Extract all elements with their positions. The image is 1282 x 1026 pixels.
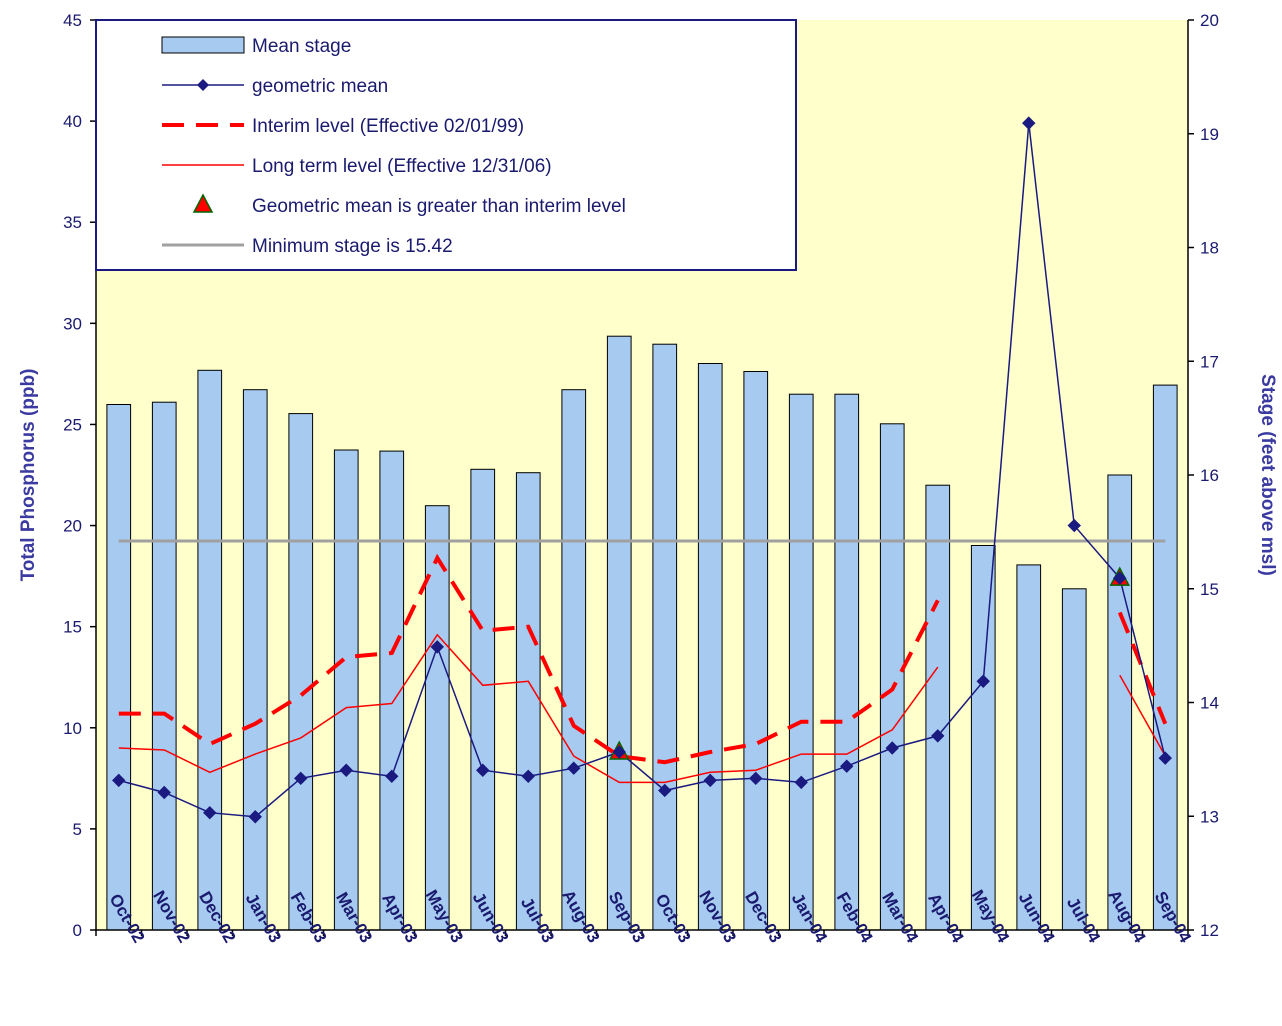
- bars-layer: [106, 335, 1178, 931]
- legend-label: Minimum stage is 15.42: [252, 236, 453, 257]
- y-right-tick-label: 19: [1200, 125, 1219, 144]
- y-left-tick-label: 10: [63, 719, 82, 738]
- lines-layer: [118, 123, 1168, 818]
- stage-bar: [925, 484, 951, 931]
- y-left-tick-label: 30: [63, 314, 82, 333]
- geometric-mean-point: [339, 763, 353, 777]
- geometric-mean-point: [931, 729, 945, 743]
- stage-bar: [151, 401, 177, 931]
- legend-diamond-icon: [197, 79, 209, 91]
- y-left-tick-label: 15: [63, 618, 82, 637]
- stage-bar: [788, 393, 814, 931]
- legend-triangle-icon: [192, 193, 214, 213]
- long-term-level-line: [118, 633, 939, 784]
- geometric-mean-point: [749, 771, 763, 786]
- stage-bar: [834, 393, 860, 931]
- stage-bar: [652, 343, 678, 931]
- stage-bar: [242, 389, 268, 931]
- stage-bar: [561, 389, 587, 931]
- y-left-tick-label: 45: [63, 11, 82, 30]
- stage-bar: [1107, 474, 1133, 931]
- geometric-mean-point: [1158, 751, 1172, 765]
- y-right-tick-label: 16: [1200, 466, 1219, 485]
- y-axis-right-title: Stage (feet above msl): [1257, 374, 1278, 576]
- geometric-mean-line: [118, 123, 1167, 818]
- y-left-tick-label: 20: [63, 517, 82, 536]
- stage-bar: [333, 449, 359, 931]
- geometric-mean-point: [703, 773, 717, 788]
- legend-label: Long term level (Effective 12/31/06): [252, 156, 552, 177]
- legend-swatch-mean-stage: [161, 36, 245, 54]
- markers-layer: [112, 116, 1172, 824]
- legend-label: Mean stage: [252, 36, 351, 57]
- geometric-mean-point: [476, 763, 490, 777]
- interim-level-line: [118, 553, 940, 765]
- geometric-mean-point: [658, 783, 672, 798]
- geometric-mean-point: [794, 775, 808, 790]
- geometric-mean-point: [976, 674, 990, 688]
- y-left-tick-label: 40: [63, 112, 82, 131]
- geometric-mean-point: [1067, 518, 1081, 533]
- stage-bar: [970, 545, 996, 931]
- geometric-mean-point: [112, 773, 126, 788]
- geometric-mean-point: [430, 640, 444, 654]
- geometric-mean-point: [157, 785, 171, 800]
- stage-bar: [1016, 564, 1042, 931]
- stage-bar: [697, 363, 723, 931]
- y-left-tick-label: 35: [63, 213, 82, 232]
- geometric-mean-point: [885, 741, 899, 755]
- interim-level-line: [1117, 611, 1168, 725]
- y-right-tick-label: 13: [1200, 807, 1219, 826]
- y-left-tick-label: 0: [73, 921, 82, 940]
- stage-bar: [1061, 588, 1087, 931]
- stage-bar: [288, 413, 314, 931]
- stage-bar: [743, 371, 769, 931]
- stage-bar: [1152, 384, 1178, 931]
- y-right-tick-label: 20: [1200, 11, 1219, 30]
- stage-bar: [606, 335, 632, 931]
- geometric-mean-point: [385, 769, 399, 784]
- geometric-mean-point: [203, 806, 217, 820]
- legend: Mean stage geometric mean Interim level (E…: [95, 19, 797, 271]
- y-right-tick-label: 17: [1200, 352, 1219, 371]
- geometric-mean-point: [294, 771, 308, 786]
- y-left-tick-label: 25: [63, 415, 82, 434]
- y-right-tick-label: 18: [1200, 239, 1219, 258]
- geometric-mean-point: [567, 761, 581, 775]
- geometric-mean-point: [521, 769, 535, 784]
- legend-label: Geometric mean is greater than interim l…: [252, 196, 626, 217]
- y-axis-left-title: Total Phosphorus (ppb): [18, 369, 39, 582]
- long-term-level-line: [1119, 674, 1166, 757]
- geometric-mean-point: [248, 810, 262, 824]
- geometric-mean-point: [612, 745, 626, 759]
- y-right-tick-label: 15: [1200, 580, 1219, 599]
- y-right-tick-label: 12: [1200, 921, 1219, 940]
- legend-label: geometric mean: [252, 76, 388, 97]
- legend-label: Interim level (Effective 02/01/99): [252, 116, 524, 137]
- y-right-tick-label: 14: [1200, 694, 1219, 713]
- stage-bar: [197, 369, 223, 931]
- legend-box: [95, 19, 797, 271]
- stage-bar: [470, 468, 496, 931]
- geometric-mean-point: [840, 759, 854, 773]
- geometric-mean-point: [1022, 116, 1036, 130]
- stage-bar: [879, 423, 905, 931]
- y-left-tick-label: 5: [73, 820, 82, 839]
- stage-bar: [106, 404, 132, 931]
- geometric-mean-point: [1113, 571, 1127, 585]
